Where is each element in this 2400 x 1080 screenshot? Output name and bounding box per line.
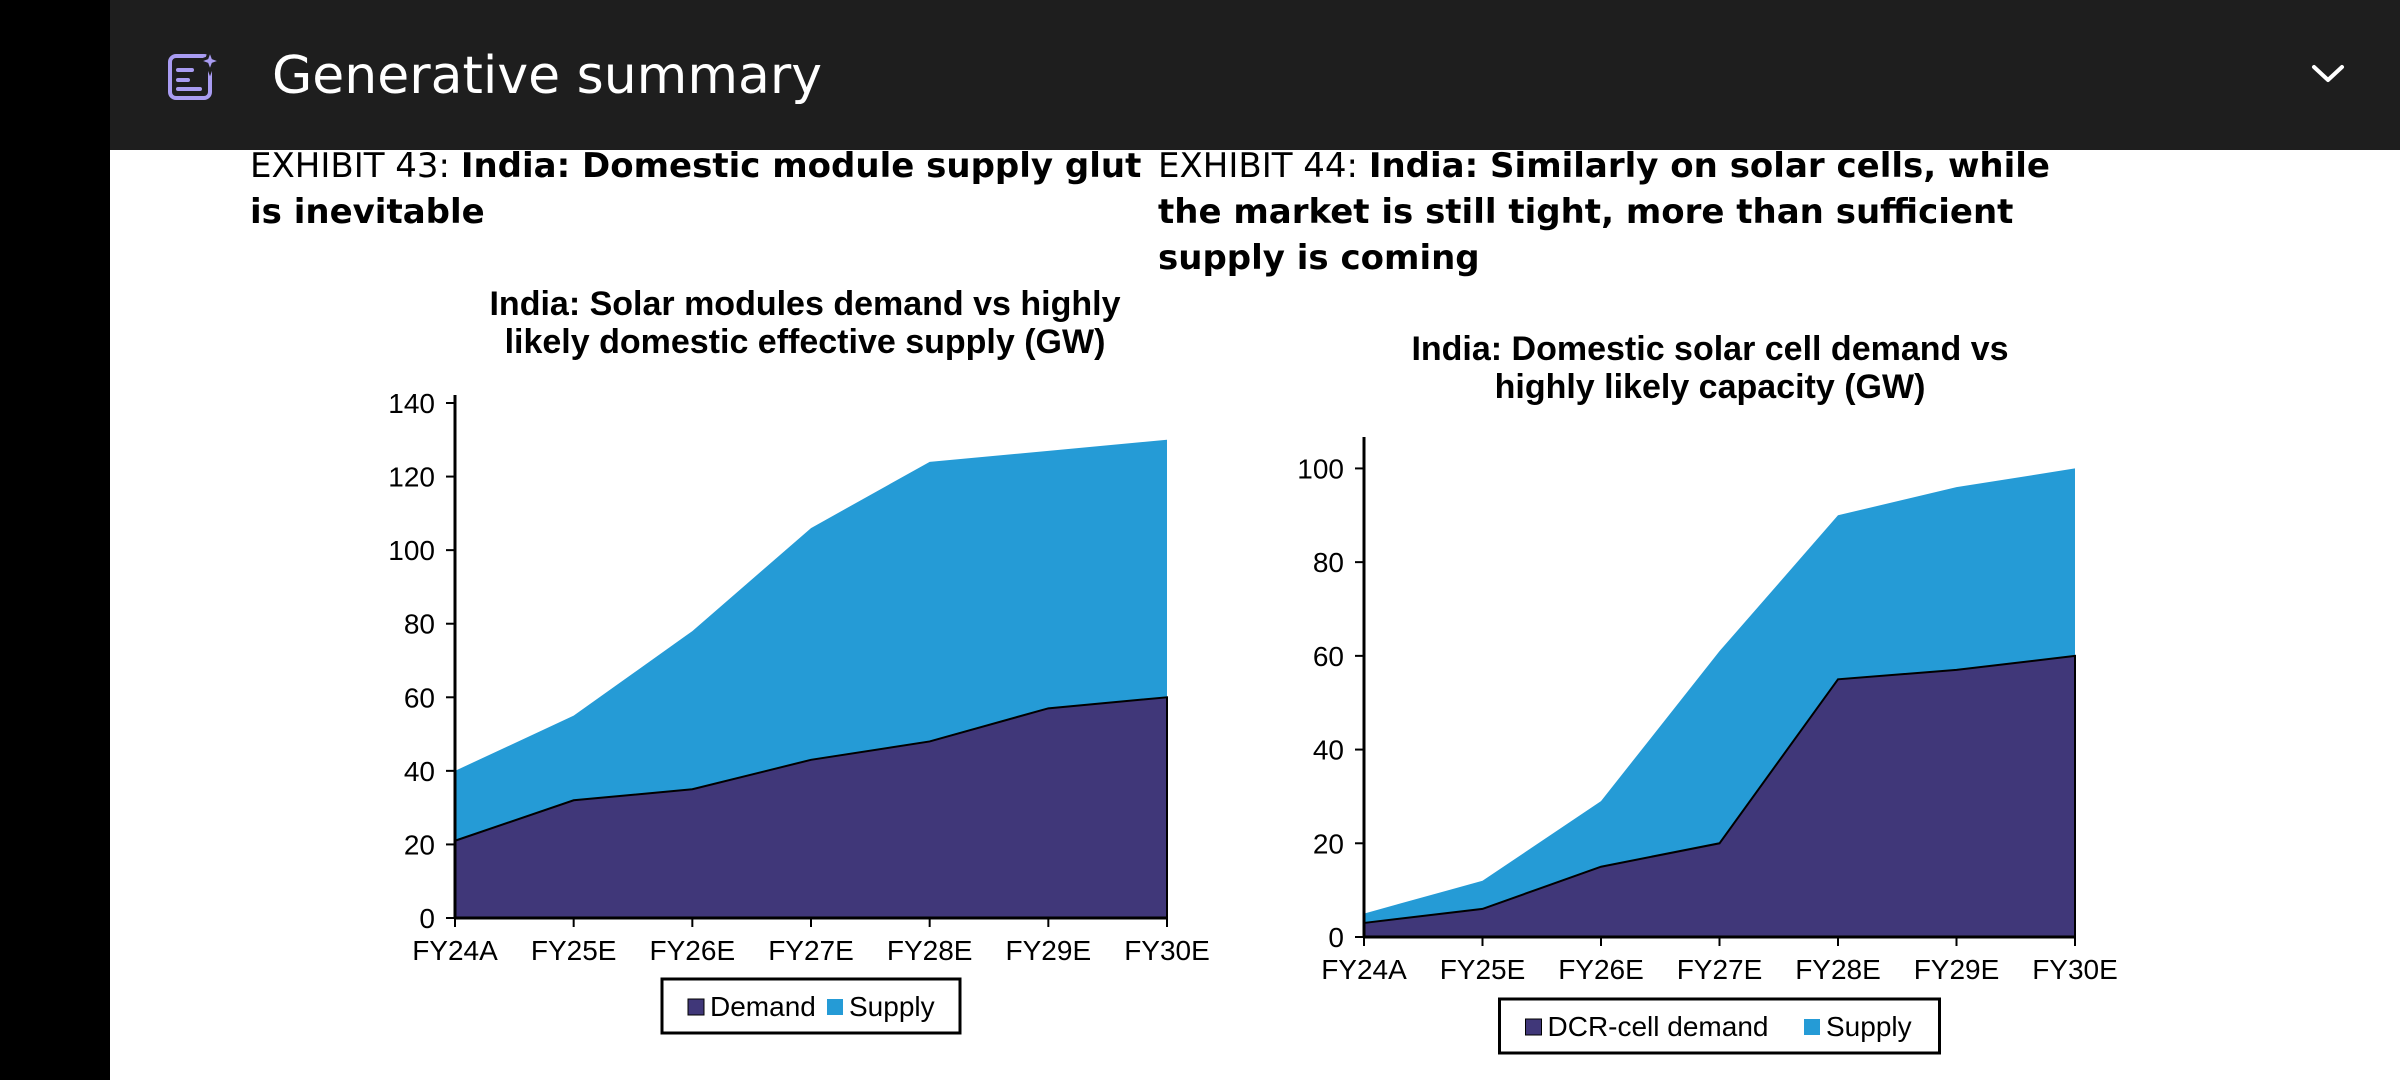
legend-box — [1498, 997, 1941, 1055]
demand-area — [1364, 655, 2075, 937]
demand-area — [455, 697, 1167, 918]
x-tick-label: FY26E — [650, 935, 736, 966]
x-tick-label: FY26E — [1558, 954, 1644, 985]
x-tick-label: FY28E — [887, 935, 973, 966]
legend-label: Supply — [849, 991, 935, 1022]
exhibit-43-caption: EXHIBIT 43: India: Domestic module suppl… — [250, 143, 1150, 235]
chart-title: India: Solar modules demand vs highly — [489, 285, 1120, 323]
exhibit-number: EXHIBIT 44: — [1158, 146, 1359, 186]
exhibit-title: India: Domestic module supply glut is in… — [250, 146, 1142, 232]
x-tick-label: FY24A — [1321, 954, 1407, 985]
y-tick-label: 40 — [1313, 735, 1344, 766]
legend-swatch — [1804, 1019, 1820, 1035]
y-tick-label: 0 — [1328, 922, 1344, 953]
y-tick-label: 40 — [404, 756, 435, 787]
y-tick-label: 100 — [388, 535, 435, 566]
chevron-down-icon[interactable] — [2308, 58, 2348, 88]
legend-box — [660, 977, 962, 1035]
legend-label: DCR-cell demand — [1548, 1011, 1769, 1042]
legend-label: Demand — [710, 991, 816, 1022]
x-tick-label: FY28E — [1795, 954, 1881, 985]
x-tick-label: FY25E — [531, 935, 617, 966]
exhibit-number: EXHIBIT 43: — [250, 146, 451, 186]
x-tick-label: FY30E — [1124, 935, 1210, 966]
x-tick-label: FY25E — [1440, 954, 1526, 985]
header-title: Generative summary — [272, 46, 822, 106]
y-tick-label: 20 — [1313, 828, 1344, 859]
legend-label: Supply — [1826, 1011, 1912, 1042]
x-tick-label: FY27E — [768, 935, 854, 966]
y-tick-label: 60 — [404, 682, 435, 713]
y-tick-label: 0 — [419, 903, 435, 934]
ai-summary-icon — [168, 48, 222, 100]
y-tick-label: 20 — [404, 829, 435, 860]
x-tick-label: FY24A — [412, 935, 498, 966]
legend-swatch — [827, 999, 843, 1015]
x-tick-label: FY29E — [1006, 935, 1092, 966]
y-tick-label: 60 — [1313, 641, 1344, 672]
generative-summary-header: Generative summary — [110, 0, 2400, 150]
legend-swatch — [687, 998, 705, 1016]
chart-solar-modules: India: Solar modules demand vs highlylik… — [388, 285, 1210, 1035]
chart-title: likely domestic effective supply (GW) — [505, 323, 1106, 361]
x-tick-label: FY27E — [1677, 954, 1763, 985]
y-tick-label: 120 — [388, 462, 435, 493]
exhibit-44-caption: EXHIBIT 44: India: Similarly on solar ce… — [1158, 143, 2058, 281]
chart-title: India: Domestic solar cell demand vs — [1411, 330, 2008, 368]
y-tick-label: 80 — [404, 609, 435, 640]
chart-solar-cells: India: Domestic solar cell demand vshigh… — [1297, 330, 2118, 1055]
exhibit-title: India: Similarly on solar cells, while t… — [1158, 146, 2050, 278]
demand-line — [454, 696, 1168, 918]
x-tick-label: FY30E — [2032, 954, 2118, 985]
y-tick-label: 80 — [1313, 547, 1344, 578]
x-tick-label: FY29E — [1914, 954, 2000, 985]
y-tick-label: 140 — [388, 388, 435, 419]
chart-title: highly likely capacity (GW) — [1495, 368, 1926, 406]
legend-swatch — [1525, 1018, 1542, 1036]
demand-line — [1363, 654, 2076, 937]
y-tick-label: 100 — [1297, 453, 1344, 484]
